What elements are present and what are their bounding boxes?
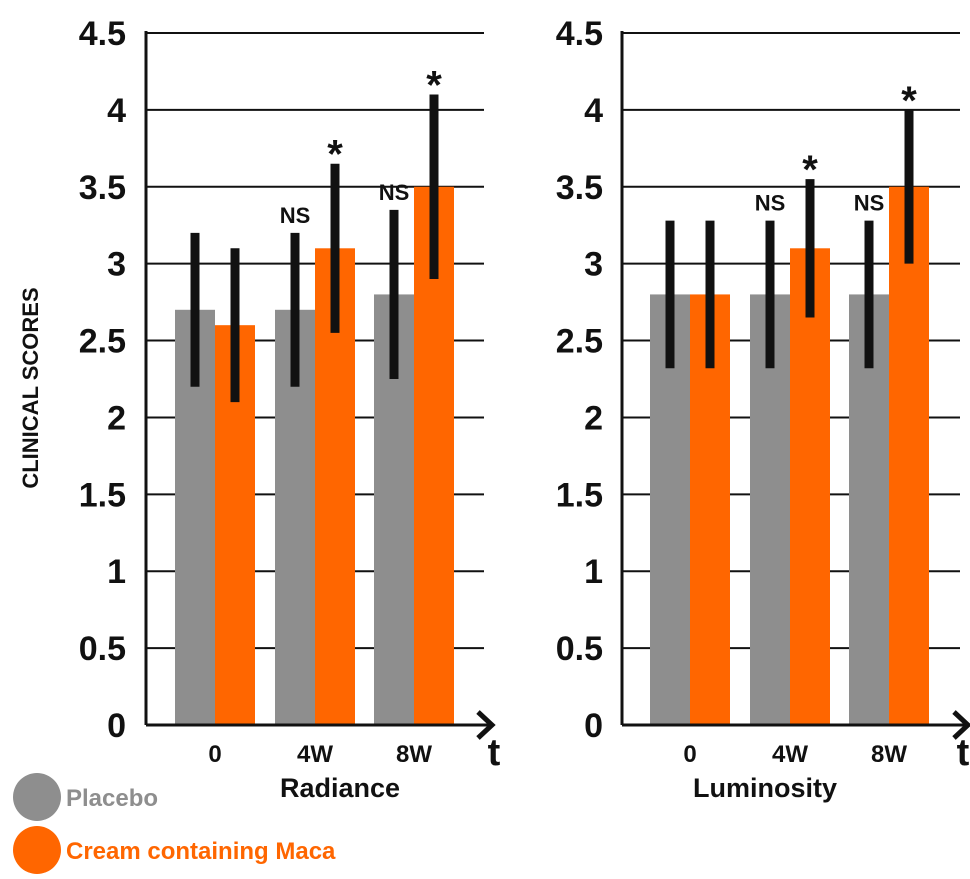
x-tick-label: 4W (772, 741, 808, 768)
significance-star: * (802, 148, 818, 192)
y-tick-label: 4.5 (556, 15, 603, 53)
significance-star: * (426, 64, 442, 108)
y-tick-label: 0 (584, 707, 603, 745)
y-tick-label: 1 (584, 553, 603, 591)
y-tick-label: 2 (107, 399, 126, 437)
legend-swatch-maca (13, 826, 61, 874)
x-axis-symbol: t (488, 732, 501, 774)
x-axis-arrow-icon (476, 710, 496, 740)
significance-ns: NS (280, 203, 311, 228)
y-tick-label: 2.5 (556, 323, 603, 361)
y-tick-label: 1 (107, 553, 126, 591)
x-axis-arrow-icon (952, 710, 970, 740)
legend-label-placebo: Placebo (66, 785, 158, 812)
y-tick-label: 2.5 (79, 323, 126, 361)
significance-ns: NS (755, 191, 786, 216)
y-axis-title: CLINICAL SCORES (18, 287, 43, 488)
y-tick-label: 1.5 (556, 476, 603, 514)
x-axis-title: Radiance (280, 773, 400, 803)
legend-label-maca: Cream containing Maca (66, 838, 336, 865)
significance-star: * (327, 133, 343, 177)
x-tick-label: 0 (208, 741, 221, 768)
legend-swatch-placebo (13, 773, 61, 821)
y-tick-label: 3 (584, 246, 603, 284)
bar-maca (889, 186, 929, 725)
y-tick-label: 3.5 (79, 169, 126, 207)
y-tick-label: 1.5 (79, 476, 126, 514)
bar-maca (790, 248, 830, 726)
significance-ns: NS (854, 191, 885, 216)
significance-ns: NS (379, 180, 410, 205)
x-tick-label: 8W (871, 741, 907, 768)
x-axis-symbol: t (957, 732, 970, 774)
y-tick-label: 3.5 (556, 169, 603, 207)
y-tick-label: 0.5 (79, 630, 126, 668)
y-tick-label: 0 (107, 707, 126, 745)
x-tick-label: 8W (396, 741, 432, 768)
x-tick-label: 4W (297, 741, 333, 768)
y-tick-label: 4 (584, 92, 603, 130)
x-axis-title: Luminosity (693, 773, 837, 803)
y-tick-label: 0.5 (556, 630, 603, 668)
y-tick-label: 4 (107, 92, 126, 130)
y-tick-label: 4.5 (79, 15, 126, 53)
y-tick-label: 3 (107, 246, 126, 284)
x-tick-label: 0 (683, 741, 696, 768)
significance-star: * (901, 79, 917, 123)
y-tick-label: 2 (584, 399, 603, 437)
